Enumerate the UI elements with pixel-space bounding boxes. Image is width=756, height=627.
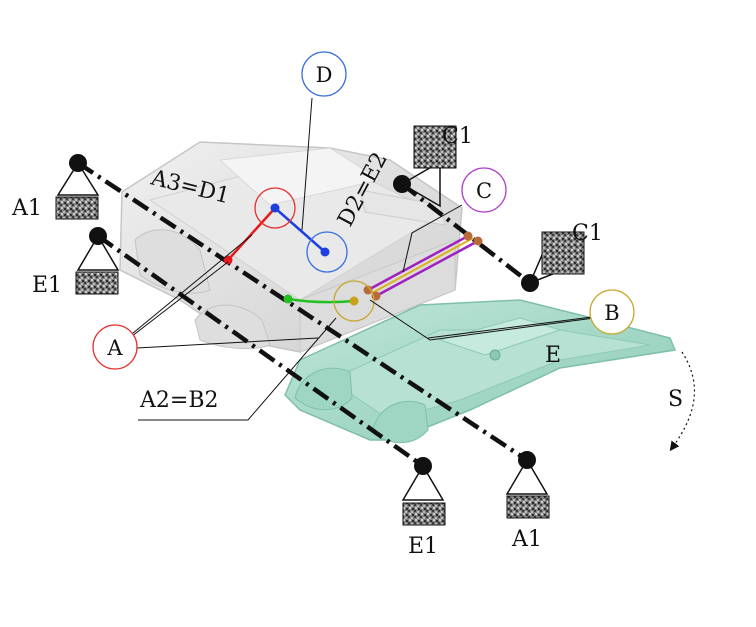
support-a1-bottom bbox=[505, 451, 550, 519]
axis-a1 bbox=[76, 161, 529, 462]
support-c1-top bbox=[393, 125, 457, 208]
label-c: C bbox=[476, 179, 492, 203]
label-a2-b2: A2=B2 bbox=[139, 388, 218, 413]
s-arrow bbox=[669, 351, 696, 452]
bubble-d: D bbox=[301, 51, 347, 97]
label-e1-left: E1 bbox=[32, 273, 62, 298]
link-red bbox=[223, 207, 276, 265]
label-c1-top: C1 bbox=[442, 124, 473, 149]
label-e1-bottom: E1 bbox=[408, 534, 438, 559]
axis-e1 bbox=[96, 234, 425, 468]
leader-lines bbox=[126, 97, 601, 421]
label-a: A bbox=[106, 336, 123, 360]
circle-a3-d1 bbox=[254, 187, 296, 229]
label-d: D bbox=[316, 63, 333, 87]
bubble-c: C bbox=[461, 167, 507, 213]
label-e: E bbox=[545, 343, 561, 368]
link-green bbox=[283, 294, 355, 304]
highlight-circles bbox=[254, 187, 375, 322]
label-a1-left: A1 bbox=[11, 196, 42, 221]
teal-structure-e bbox=[284, 299, 677, 444]
bubble-a: A bbox=[92, 324, 138, 370]
label-b: B bbox=[604, 301, 619, 325]
support-e1-bottom bbox=[401, 457, 446, 526]
link-purple-yellow bbox=[349, 231, 483, 306]
support-a1-left bbox=[55, 154, 100, 220]
support-c1-right bbox=[521, 231, 585, 292]
circle-d2-e2 bbox=[306, 231, 348, 273]
label-a1-bottom: A1 bbox=[511, 527, 542, 552]
bubble-b: B bbox=[589, 289, 635, 335]
link-blue bbox=[270, 203, 330, 257]
support-e1-left bbox=[75, 227, 120, 295]
label-s: S bbox=[668, 387, 683, 412]
circle-a2-b2 bbox=[333, 280, 375, 322]
label-c1-right: C1 bbox=[572, 221, 603, 246]
